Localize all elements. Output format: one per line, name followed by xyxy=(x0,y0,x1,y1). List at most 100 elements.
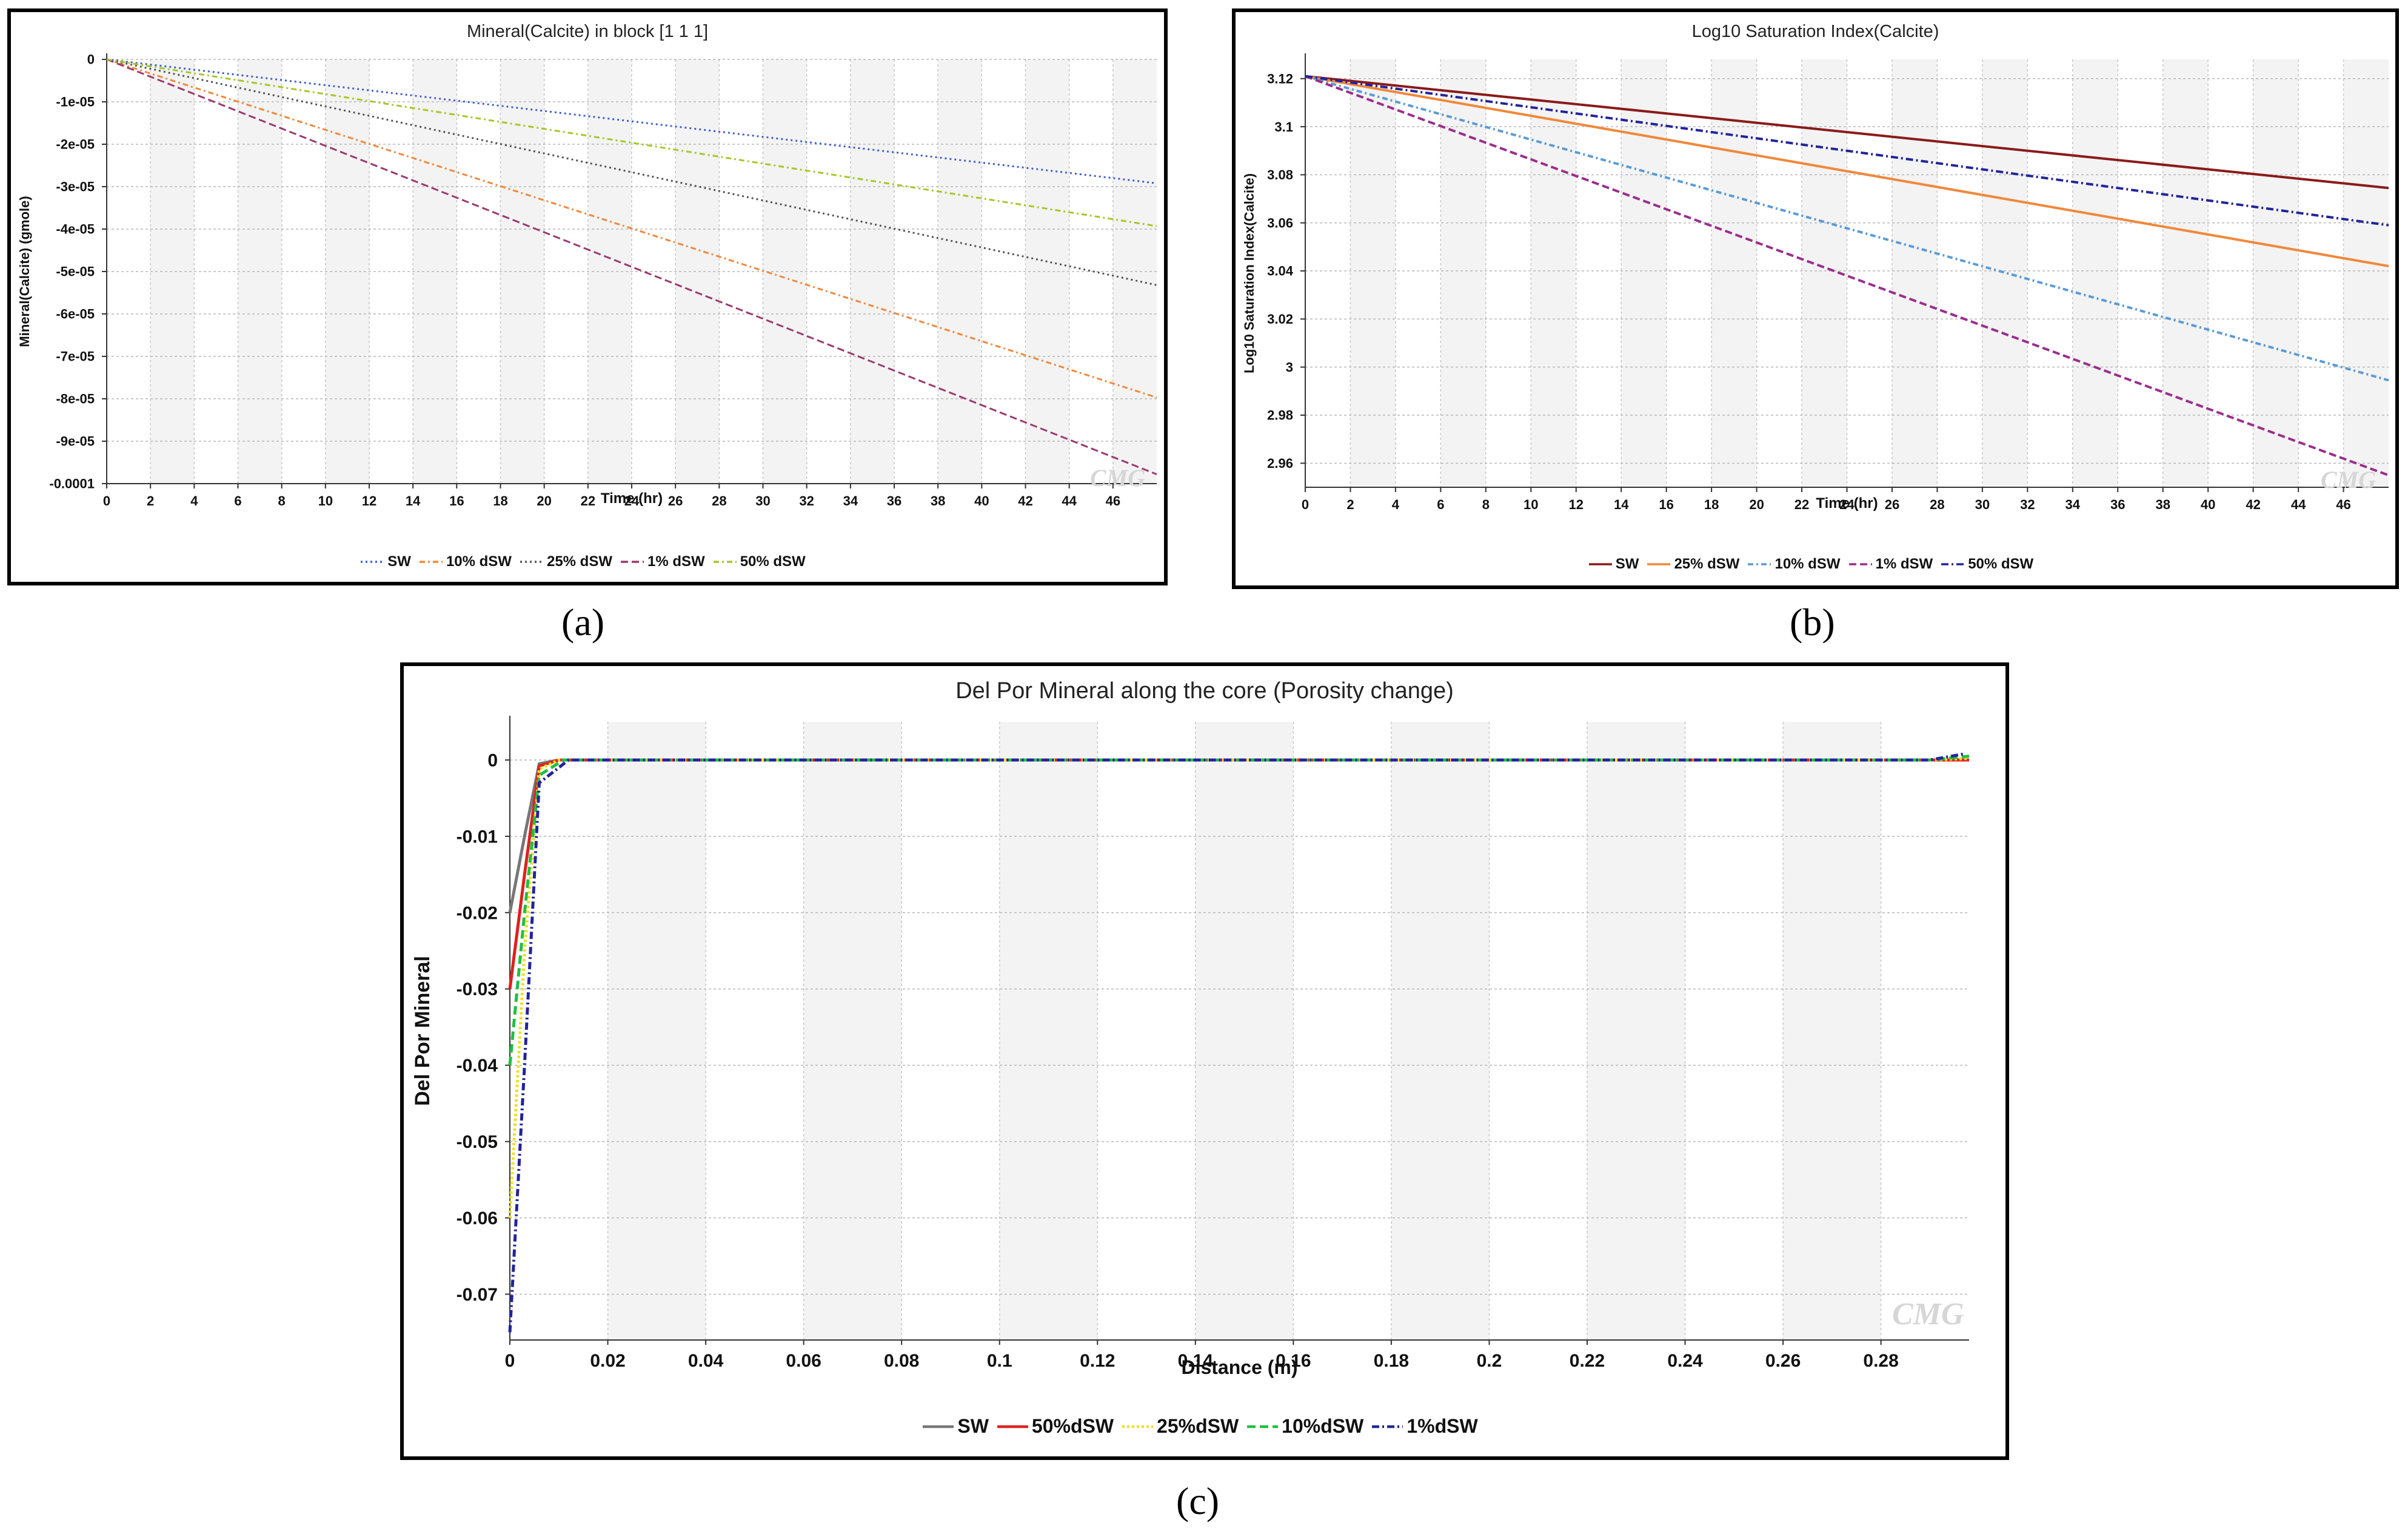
chart-c-svg: 0 0.02 0.04 0.06 0.08 0.1 0.12 0.14 0.16 0.18 0.2 0… xyxy=(411,716,1970,1378)
plot-stripe xyxy=(238,59,282,484)
x-tick-label: 0 xyxy=(1302,497,1309,512)
legend-swatch xyxy=(361,561,384,563)
plot-stripe xyxy=(1112,59,1157,484)
y-tick-label: -9e-05 xyxy=(56,434,95,449)
x-tick-label: 0.02 xyxy=(590,1351,625,1371)
legend-item: 25%dSW xyxy=(1122,1415,1239,1438)
series-line-50-dsw xyxy=(1305,75,2389,227)
x-tick-label: 44 xyxy=(1062,493,1077,508)
legend-swatch xyxy=(923,1425,954,1428)
x-tick-label: 6 xyxy=(1437,497,1444,512)
panel-c: Del Por Mineral along the core (Porosity… xyxy=(400,662,2009,1460)
x-tick-label: 44 xyxy=(2291,497,2306,512)
chart-title: Log10 Saturation Index(Calcite) xyxy=(1691,22,1939,41)
series-line-10-dsw xyxy=(106,58,1157,399)
y-tick-label: 3.1 xyxy=(1274,119,1293,135)
plot-stripe xyxy=(1025,59,1069,484)
plot-stripe xyxy=(587,59,632,484)
x-tick-label: 4 xyxy=(190,493,198,508)
legend-label: 1% dSW xyxy=(647,553,705,570)
x-tick-label: 6 xyxy=(234,493,241,508)
x-tick-label: 0.28 xyxy=(1863,1351,1898,1371)
y-tick-label: -0.03 xyxy=(457,979,498,999)
y-tick-label: 3.02 xyxy=(1267,312,1293,327)
y-axis-title: Mineral(Calcite) (gmole) xyxy=(17,196,32,347)
cmg-watermark: CMG xyxy=(1090,464,1146,492)
y-tick-label: 3.04 xyxy=(1267,264,1294,279)
x-tick-label: 26 xyxy=(668,493,683,508)
legend-label: 50%dSW xyxy=(1031,1415,1114,1437)
x-tick-label: 26 xyxy=(1885,497,1899,512)
x-tick-label: 16 xyxy=(449,493,464,508)
x-axis-title: Time (hr) xyxy=(601,490,663,507)
x-tick-label: 34 xyxy=(843,493,858,508)
legend-item: 1%dSW xyxy=(1372,1415,1478,1438)
panel-label-a: (a) xyxy=(561,601,605,644)
legend-label: 1%dSW xyxy=(1407,1415,1478,1437)
x-tick-label: 24 xyxy=(624,493,640,508)
chart-title: Mineral(Calcite) in block [1 1 1] xyxy=(466,22,709,41)
x-tick-label: 34 xyxy=(2065,497,2081,512)
panel-label-b: (b) xyxy=(1790,601,1835,644)
legend-swatch xyxy=(1372,1425,1403,1428)
chart-b-svg: 0 2 4 6 8 10 12 14 16 18 20 22 24 26 28 30 32 34 36 38 40 42 4… xyxy=(1242,53,2389,512)
x-tick-label: 8 xyxy=(1482,497,1490,512)
legend-item: 50% dSW xyxy=(1941,556,2033,573)
x-tick-label: 12 xyxy=(362,493,376,508)
y-tick-label: 3.12 xyxy=(1267,71,1293,86)
legend-swatch xyxy=(621,561,644,563)
plot-stripe xyxy=(2253,59,2299,487)
legend-label: 25%dSW xyxy=(1157,1415,1239,1437)
y-tick-label: 2.96 xyxy=(1267,456,1293,471)
plot-stripe xyxy=(1391,722,1490,1340)
x-tick-label: 0.12 xyxy=(1080,1351,1115,1371)
legend-item: 1% dSW xyxy=(1848,556,1933,573)
plot-stripe xyxy=(1531,59,1576,487)
y-tick-label: -3e-05 xyxy=(56,179,95,195)
plot-stripe xyxy=(850,59,894,484)
plot-stripe xyxy=(1350,59,1396,487)
plot-stripe xyxy=(1195,722,1294,1340)
y-tick-label: 3.06 xyxy=(1267,215,1293,230)
series-line-sw xyxy=(106,58,1157,184)
legend-item: SW xyxy=(1588,556,1639,573)
legend-swatch xyxy=(1748,563,1771,565)
legend-item: 50%dSW xyxy=(997,1415,1114,1438)
legend-swatch xyxy=(1247,1425,1279,1428)
legend: SW 50%dSW 25%dSW 10%dSW 1%dSW xyxy=(404,1415,2005,1438)
x-tick-label: 14 xyxy=(1614,497,1629,512)
x-tick-label: 0.24 xyxy=(1667,1351,1703,1371)
y-tick-label: 3.08 xyxy=(1267,167,1293,182)
legend-swatch xyxy=(1122,1425,1154,1428)
plot-stripe xyxy=(1711,59,1757,487)
legend-label: 25% dSW xyxy=(546,553,612,570)
plot-stripe xyxy=(675,59,720,484)
legend-label: 50% dSW xyxy=(1968,556,2034,572)
x-tick-label: 30 xyxy=(1975,497,1990,512)
y-tick-label: -0.06 xyxy=(457,1208,498,1228)
plot-stripe xyxy=(150,59,195,484)
legend-item: 10% dSW xyxy=(1748,556,1841,573)
y-tick-label: -0.07 xyxy=(457,1285,498,1305)
legend-label: 10%dSW xyxy=(1282,1415,1364,1437)
x-tick-label: 4 xyxy=(1392,497,1400,512)
x-tick-label: 0.22 xyxy=(1570,1351,1605,1371)
x-tick-label: 16 xyxy=(1659,497,1673,512)
x-tick-label: 0.06 xyxy=(786,1351,821,1371)
x-tick-label: 42 xyxy=(1018,493,1032,508)
x-tick-label: 14 xyxy=(406,493,421,508)
y-tick-label: -6e-05 xyxy=(56,307,95,322)
legend-swatch xyxy=(419,561,443,563)
legend-label: SW xyxy=(957,1415,989,1437)
y-tick-label: -5e-05 xyxy=(56,264,95,279)
y-tick-label: -0.04 xyxy=(457,1056,498,1076)
x-tick-label: 38 xyxy=(2155,497,2170,512)
legend: SW 10% dSW 25% dSW 1% dSW 50% dSW xyxy=(11,553,1164,570)
plot-stripe xyxy=(2162,59,2209,487)
x-tick-label: 32 xyxy=(2020,497,2035,512)
legend-item: 25% dSW xyxy=(520,553,612,570)
legend-item: 50% dSW xyxy=(713,553,806,570)
y-tick-label: 0 xyxy=(87,52,95,67)
x-tick-label: 0.16 xyxy=(1276,1351,1311,1371)
x-tick-label: 36 xyxy=(887,493,901,508)
